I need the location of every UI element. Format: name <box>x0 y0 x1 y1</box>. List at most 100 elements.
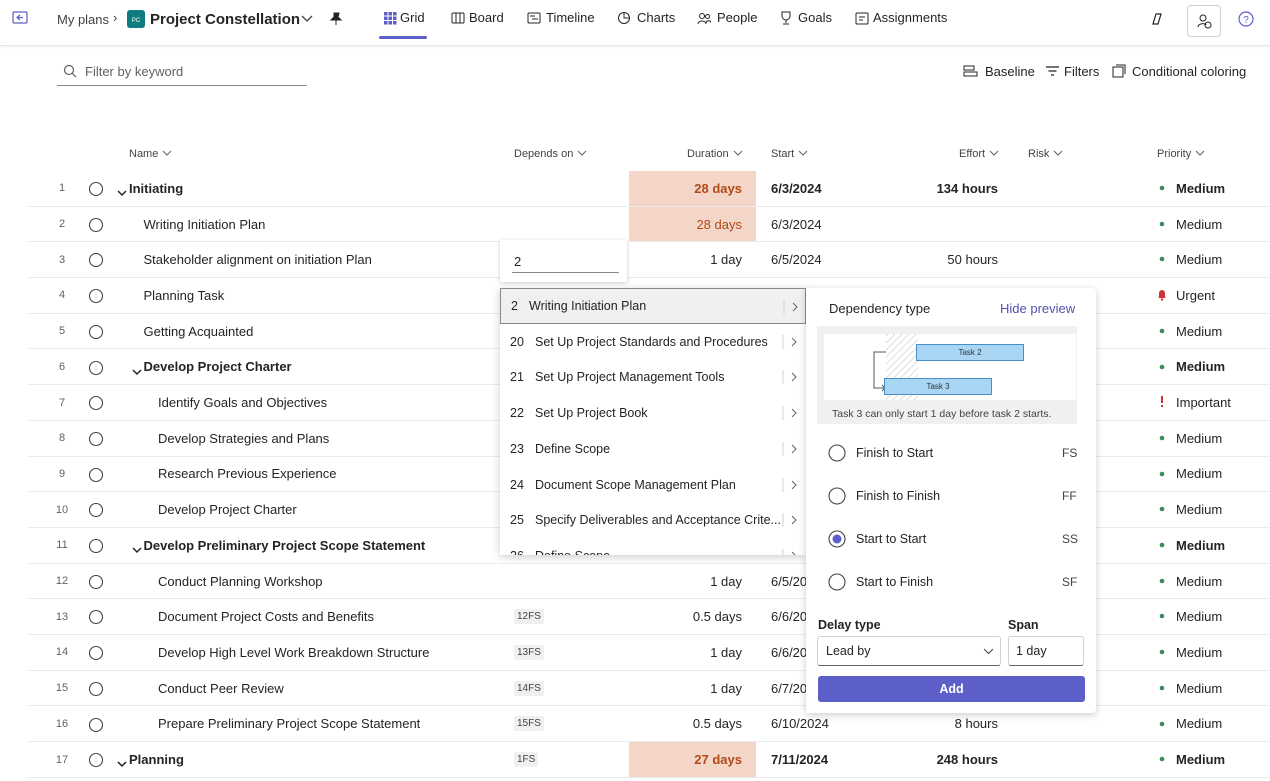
pin-icon[interactable] <box>329 12 343 26</box>
task-name[interactable]: Planning Task <box>143 287 225 303</box>
complete-checkbox[interactable] <box>88 324 104 343</box>
radio[interactable] <box>828 530 846 551</box>
tab[interactable]: People <box>717 10 758 25</box>
tab[interactable]: Grid <box>400 10 425 25</box>
complete-checkbox[interactable] <box>88 252 104 271</box>
complete-checkbox[interactable] <box>88 217 104 236</box>
span-input[interactable]: 1 day <box>1008 636 1084 666</box>
share-button[interactable] <box>1187 5 1221 37</box>
task-name[interactable]: Develop Project Charter <box>158 502 297 518</box>
task-name[interactable]: Conduct Peer Review <box>158 680 284 696</box>
option-label[interactable]: Start to Start <box>856 532 927 546</box>
suggestion-item[interactable]: 20 Set Up Project Standards and Procedure… <box>500 324 806 360</box>
task-name[interactable]: Identify Goals and Objectives <box>158 395 328 411</box>
suggestion-item[interactable]: 25 Specify Deliverables and Acceptance Cr… <box>500 502 806 538</box>
option-label[interactable]: Start to Finish <box>856 575 934 589</box>
filter-input[interactable]: Filter by keyword <box>85 64 184 79</box>
complete-checkbox[interactable] <box>88 645 104 664</box>
column-header[interactable]: Effort <box>959 148 999 160</box>
radio[interactable] <box>828 573 846 594</box>
task-name[interactable]: Document Project Costs and Benefits <box>158 609 375 625</box>
task-name[interactable]: Writing Initiation Plan <box>143 216 266 232</box>
complete-checkbox[interactable] <box>88 717 104 736</box>
copilot-icon[interactable] <box>1149 11 1165 27</box>
suggestion-name: Set Up Project Management Tools <box>535 370 725 385</box>
task-name[interactable]: Develop High Level Work Breakdown Struct… <box>158 644 430 660</box>
suggestion-item[interactable]: 21 Set Up Project Management Tools <box>500 359 806 395</box>
expand-chevron[interactable] <box>117 185 127 200</box>
expand-chevron[interactable] <box>131 542 142 557</box>
task-name[interactable]: Develop Preliminary Project Scope Statem… <box>143 537 426 553</box>
suggestion-item[interactable]: 26Define Scope <box>500 538 806 555</box>
complete-checkbox[interactable] <box>88 360 104 379</box>
delay-select[interactable]: Lead by <box>817 636 1001 666</box>
complete-checkbox[interactable] <box>88 467 104 486</box>
collapse-icon[interactable] <box>12 11 28 25</box>
column-header[interactable]: Depends on <box>514 148 587 160</box>
breadcrumb[interactable]: My plans <box>57 12 110 27</box>
chevron[interactable] <box>301 15 313 23</box>
complete-checkbox[interactable] <box>88 538 104 557</box>
task-name[interactable]: Stakeholder alignment on initiation Plan <box>143 252 372 268</box>
row-number: 11 <box>56 539 68 552</box>
column-header[interactable]: Priority <box>1157 148 1205 160</box>
priority-icon <box>1157 252 1167 269</box>
tab[interactable]: Goals <box>798 10 832 25</box>
task-name[interactable]: Prepare Preliminary Project Scope Statem… <box>158 716 421 732</box>
column-header[interactable]: Duration <box>687 148 743 160</box>
separator: › <box>113 10 118 25</box>
complete-checkbox[interactable] <box>88 681 104 700</box>
column-header[interactable]: Start <box>771 148 808 160</box>
toolbar-button[interactable]: Filters <box>1064 64 1100 79</box>
hide-preview[interactable]: Hide preview <box>1000 301 1076 316</box>
expand-chevron[interactable] <box>117 756 127 771</box>
task-name[interactable]: Develop Strategies and Plans <box>158 430 330 446</box>
radio[interactable] <box>828 487 846 508</box>
depends-cell: 14FS <box>514 671 544 706</box>
suggestion-item[interactable]: 23 Define Scope <box>500 431 806 467</box>
option-label[interactable]: Finish to Finish <box>856 489 941 503</box>
expand-chevron[interactable] <box>131 364 142 379</box>
tab[interactable]: Charts <box>637 10 676 25</box>
tab-icon <box>617 11 631 28</box>
priority-icon <box>1157 324 1167 341</box>
task-name[interactable]: Conduct Planning Workshop <box>158 573 323 589</box>
complete-checkbox[interactable] <box>88 431 104 450</box>
task-name[interactable]: Getting Acquainted <box>143 323 254 339</box>
duration: 0.5 days <box>692 609 742 625</box>
option-label[interactable]: Finish to Start <box>856 446 934 460</box>
complete-checkbox[interactable] <box>88 574 104 593</box>
add-button[interactable]: Add <box>818 676 1085 702</box>
task-name[interactable]: Planning <box>129 752 184 768</box>
task-name[interactable]: Initiating <box>129 180 184 196</box>
plan-title[interactable]: Project Constellation <box>150 11 301 28</box>
complete-checkbox[interactable] <box>88 181 104 200</box>
row-number: 7 <box>58 396 66 409</box>
suggestion-item[interactable]: 2 Writing Initiation Plan <box>500 288 806 324</box>
tab[interactable]: Timeline <box>546 10 595 25</box>
tab[interactable]: Board <box>469 10 504 25</box>
start-date: 6/5/20 <box>771 573 808 589</box>
radio[interactable] <box>828 444 846 465</box>
header-label: Priority <box>1157 148 1192 160</box>
complete-checkbox[interactable] <box>88 288 104 307</box>
toolbar-button[interactable]: Conditional coloring <box>1132 64 1247 79</box>
task-name[interactable]: Research Previous Experience <box>158 466 337 482</box>
task-name[interactable]: Develop Project Charter <box>143 359 292 375</box>
suggestion-item[interactable]: 24 Document Scope Management Plan <box>500 467 806 503</box>
header-label: Risk <box>1028 148 1050 160</box>
complete-checkbox[interactable] <box>88 502 104 521</box>
complete-checkbox[interactable] <box>88 752 104 771</box>
help-icon[interactable]: ? <box>1238 11 1254 27</box>
tab[interactable]: Assignments <box>873 10 948 25</box>
column-header[interactable]: Risk <box>1028 148 1063 160</box>
complete-checkbox[interactable] <box>88 395 104 414</box>
grid-row: 3 Stakeholder alignment on initiation Pla… <box>28 242 1270 279</box>
depends-input[interactable]: 2 <box>514 254 522 269</box>
column-header[interactable]: Name <box>129 148 172 160</box>
toolbar-button[interactable]: Baseline <box>985 64 1035 79</box>
row-number: 3 <box>58 253 66 266</box>
complete-checkbox[interactable] <box>88 609 104 628</box>
suggestion-item[interactable]: 22 Set Up Project Book <box>500 395 806 431</box>
header-label: Name <box>129 148 159 160</box>
